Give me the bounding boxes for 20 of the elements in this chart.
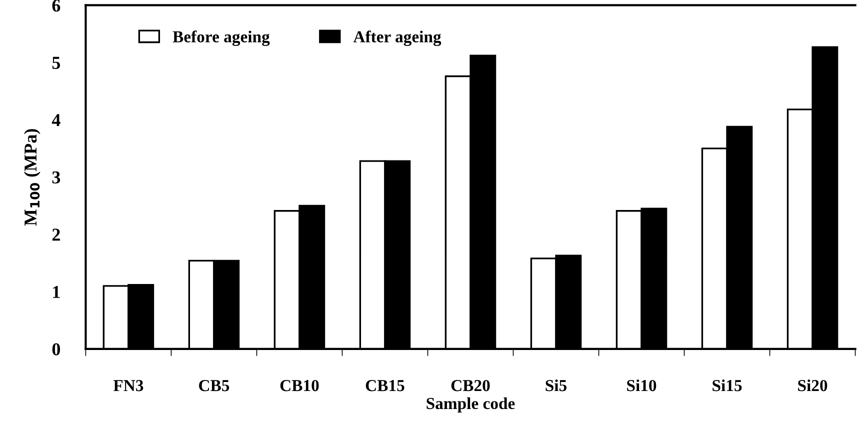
x-tick-label: Si10: [627, 379, 656, 392]
y-tick-label: 3: [52, 171, 60, 184]
x-tick-label: CB10: [280, 380, 319, 392]
legend-label: After ageing: [353, 30, 442, 46]
y-tick-label: 5: [52, 56, 60, 69]
y-tick-label: 1: [53, 286, 60, 298]
x-tick-label: CB5: [199, 380, 230, 392]
y-axis-title: M$_{100}$ (MPa): [24, 129, 40, 226]
x-tick-label: FN3: [113, 380, 144, 392]
x-tick-label: CB15: [366, 380, 404, 392]
y-tick-label: 0: [52, 343, 60, 356]
x-tick-label: Si5: [546, 379, 567, 392]
x-tick-label: CB20: [451, 380, 490, 392]
y-tick-label: 2: [52, 228, 60, 241]
x-tick-label: Si20: [798, 379, 828, 392]
y-tick-label: 4: [52, 114, 60, 126]
legend-label: Before ageing: [172, 30, 270, 46]
x-axis-title: Sample code: [426, 397, 515, 412]
x-tick-label: Si15: [712, 379, 742, 392]
y-tick-label: 6: [52, 0, 60, 12]
